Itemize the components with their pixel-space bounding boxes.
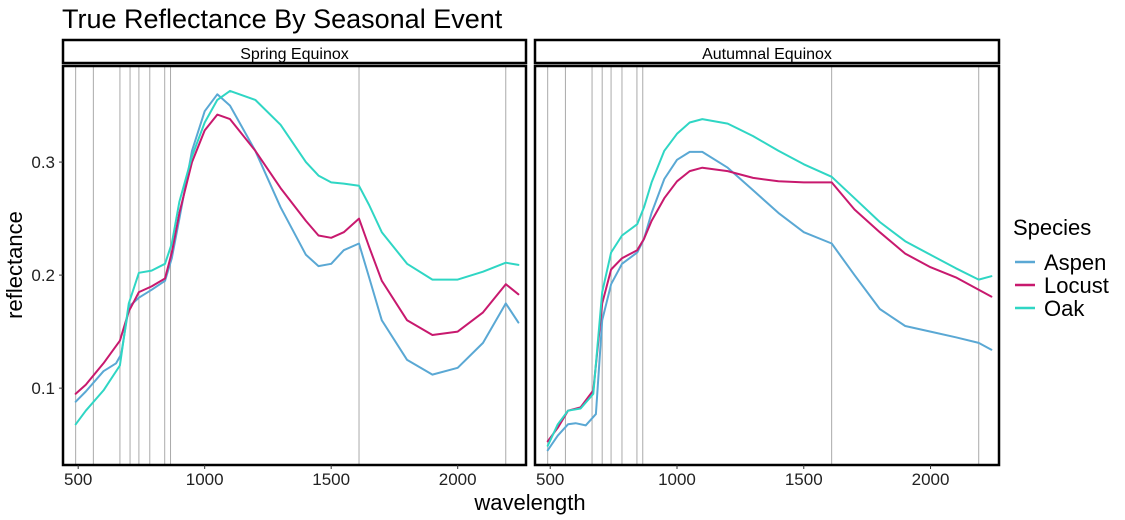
legend-label: Aspen <box>1044 250 1106 275</box>
x-axis-title: wavelength <box>473 490 585 515</box>
panel-border <box>61 64 528 467</box>
legend-entry: Oak <box>1015 296 1085 321</box>
x-tick-label: 1000 <box>658 470 696 489</box>
facet-strip-label: Autumnal Equinox <box>702 46 832 63</box>
facet-strip <box>533 38 1001 65</box>
series-line-locust <box>74 113 520 395</box>
panel-border <box>533 64 1001 467</box>
chart-title: True Reflectance By Seasonal Event <box>62 4 503 34</box>
facet-panels: Spring Equinox 500 1000 1500 2000 0.1 0.2 0.3 Au… <box>31 38 1001 489</box>
x-tick-label: 1500 <box>312 470 350 489</box>
x-tick-label: 500 <box>536 470 564 489</box>
facet-strip-label: Spring Equinox <box>240 46 349 63</box>
y-tick-label: 0.3 <box>31 153 55 172</box>
legend-entry: Locust <box>1015 273 1109 298</box>
x-tick-label: 1500 <box>785 470 823 489</box>
facet-strip <box>61 38 528 65</box>
series-line-oak <box>74 89 520 426</box>
facet-panel: Spring Equinox 500 1000 1500 2000 0.1 0.2 0.3 <box>31 38 528 489</box>
plot-area <box>535 66 999 465</box>
y-tick-label: 0.2 <box>31 266 55 285</box>
x-tick-label: 1000 <box>186 470 224 489</box>
facet-panel: Autumnal Equinox 500 1000 1500 2000 <box>533 38 1001 489</box>
series-line-aspen <box>546 150 993 452</box>
series-line-oak <box>546 118 993 447</box>
legend-label: Oak <box>1044 296 1085 321</box>
plot-area <box>63 66 526 465</box>
legend-title: Species <box>1013 215 1091 240</box>
y-tick-label: 0.1 <box>31 379 55 398</box>
legend-entry: Aspen <box>1015 250 1106 275</box>
x-tick-label: 2000 <box>912 470 950 489</box>
y-axis-title: reflectance <box>2 211 27 319</box>
x-tick-label: 500 <box>64 470 92 489</box>
legend-label: Locust <box>1044 273 1109 298</box>
x-tick-label: 2000 <box>439 470 477 489</box>
